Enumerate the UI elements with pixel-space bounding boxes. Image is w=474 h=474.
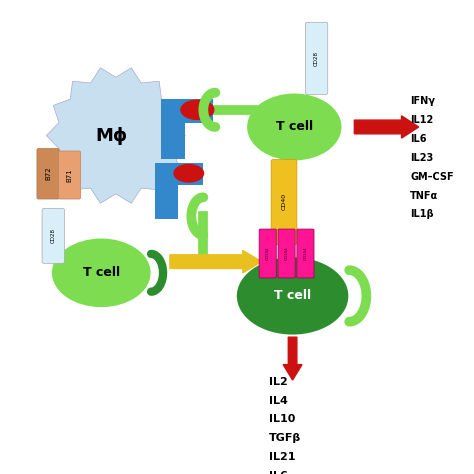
Bar bbox=[161, 99, 185, 159]
FancyBboxPatch shape bbox=[271, 160, 297, 245]
FancyBboxPatch shape bbox=[42, 209, 64, 264]
Ellipse shape bbox=[173, 164, 204, 182]
Text: IL10: IL10 bbox=[269, 414, 295, 425]
Text: CD40: CD40 bbox=[282, 193, 286, 210]
Polygon shape bbox=[46, 68, 185, 203]
Text: B71: B71 bbox=[66, 168, 73, 182]
Text: T cell: T cell bbox=[83, 266, 120, 279]
Text: IL6: IL6 bbox=[410, 134, 427, 144]
Text: CD154: CD154 bbox=[284, 246, 289, 260]
FancyBboxPatch shape bbox=[37, 148, 59, 199]
FancyArrow shape bbox=[283, 337, 302, 380]
Text: CD28: CD28 bbox=[51, 228, 56, 244]
Text: CD154: CD154 bbox=[303, 246, 308, 260]
Bar bbox=[161, 99, 213, 123]
Text: T cell: T cell bbox=[276, 120, 313, 134]
Text: T cell: T cell bbox=[274, 290, 311, 302]
Text: CD154: CD154 bbox=[266, 246, 270, 260]
FancyBboxPatch shape bbox=[297, 229, 314, 278]
Bar bbox=[155, 163, 178, 219]
Text: IL1β: IL1β bbox=[410, 210, 434, 219]
FancyBboxPatch shape bbox=[259, 229, 276, 278]
Text: IL23: IL23 bbox=[410, 153, 433, 163]
Text: CD28: CD28 bbox=[314, 51, 319, 66]
Text: IFNγ: IFNγ bbox=[410, 96, 435, 106]
FancyArrow shape bbox=[355, 116, 419, 138]
Text: Mϕ: Mϕ bbox=[95, 127, 128, 145]
Ellipse shape bbox=[247, 93, 341, 160]
Text: IL4: IL4 bbox=[269, 396, 287, 406]
Text: TNFα: TNFα bbox=[410, 191, 438, 201]
FancyBboxPatch shape bbox=[278, 229, 295, 278]
Text: GM–CSF: GM–CSF bbox=[410, 172, 454, 182]
FancyArrow shape bbox=[170, 250, 262, 273]
FancyBboxPatch shape bbox=[305, 22, 328, 94]
FancyBboxPatch shape bbox=[58, 151, 81, 199]
Text: IL2: IL2 bbox=[269, 377, 287, 387]
Text: TGFβ: TGFβ bbox=[269, 433, 301, 443]
Text: B72: B72 bbox=[45, 166, 51, 180]
Text: IL21: IL21 bbox=[269, 452, 295, 462]
Bar bbox=[155, 163, 202, 185]
Ellipse shape bbox=[237, 257, 348, 335]
Ellipse shape bbox=[180, 100, 215, 120]
Text: IL12: IL12 bbox=[410, 115, 433, 125]
Ellipse shape bbox=[52, 238, 151, 307]
Text: IL6: IL6 bbox=[269, 471, 287, 474]
